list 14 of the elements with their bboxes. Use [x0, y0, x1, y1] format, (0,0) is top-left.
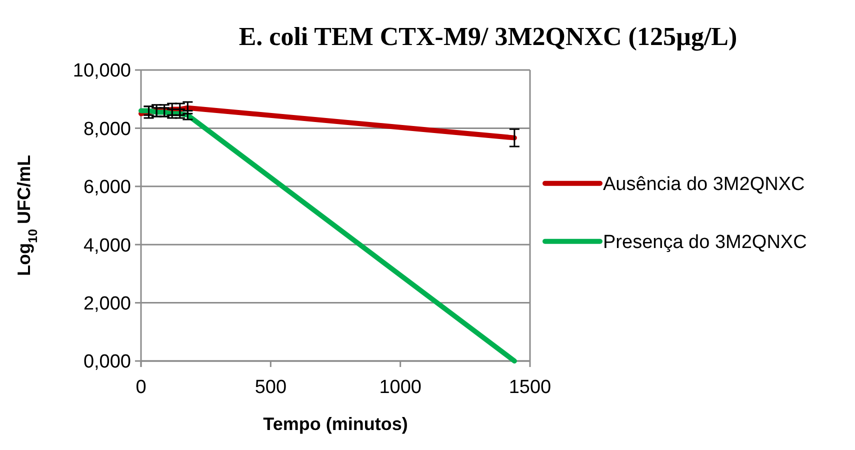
y-tick-label: 6,000: [83, 177, 131, 198]
x-axis-title: Tempo (minutos): [263, 414, 408, 434]
x-tick-label: 0: [136, 377, 146, 398]
x-tick-label: 1500: [508, 377, 552, 398]
y-tick-label: 0,000: [83, 352, 131, 373]
legend-label: Presença do 3M2QNXC: [603, 232, 807, 254]
x-tick-label: 1000: [379, 377, 422, 398]
x-tick-label: 500: [254, 377, 287, 398]
y-tick-label: 4,000: [83, 235, 131, 256]
y-tick-label: 10,000: [72, 60, 131, 82]
legend-label: Ausência do 3M2QNXC: [603, 174, 805, 196]
chart-title: E. coli TEM CTX-M9/ 3M2QNXC (125µg/L): [238, 22, 738, 51]
y-tick-label: 2,000: [83, 293, 131, 314]
y-tick-label: 8,000: [83, 118, 131, 140]
